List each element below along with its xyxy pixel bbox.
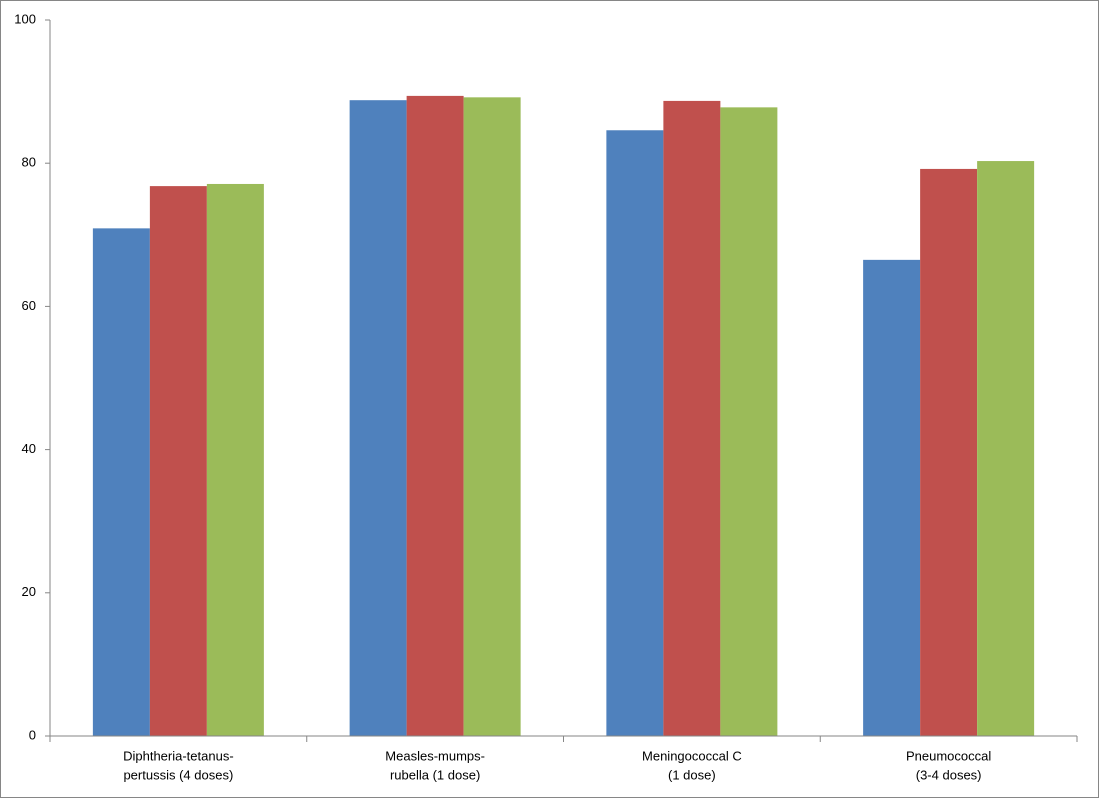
bar bbox=[463, 97, 521, 736]
y-tick-label: 60 bbox=[22, 298, 36, 313]
x-tick-label: rubella (1 dose) bbox=[390, 767, 480, 782]
x-tick-label: Pneumococcal bbox=[906, 748, 991, 763]
y-tick-label: 100 bbox=[14, 11, 36, 26]
bar bbox=[406, 95, 464, 736]
y-tick-label: 0 bbox=[29, 727, 36, 742]
x-tick-label: (3-4 doses) bbox=[916, 767, 982, 782]
y-tick-label: 80 bbox=[22, 155, 36, 170]
y-tick-label: 20 bbox=[22, 584, 36, 599]
x-tick-label: Measles-mumps- bbox=[385, 748, 485, 763]
bar bbox=[720, 107, 778, 737]
y-tick-label: 40 bbox=[22, 441, 36, 456]
bar bbox=[920, 168, 978, 737]
x-tick-label: Meningococcal C bbox=[642, 748, 742, 763]
x-tick-label: pertussis (4 doses) bbox=[123, 767, 233, 782]
bar bbox=[663, 100, 721, 736]
x-tick-label: Diphtheria-tetanus- bbox=[123, 748, 234, 763]
bar bbox=[149, 186, 207, 736]
x-tick-label: (1 dose) bbox=[668, 767, 716, 782]
bar bbox=[92, 228, 150, 736]
bar bbox=[349, 100, 407, 736]
bar bbox=[863, 259, 921, 736]
bar bbox=[606, 130, 664, 736]
bar bbox=[977, 161, 1035, 736]
bar bbox=[206, 183, 264, 737]
